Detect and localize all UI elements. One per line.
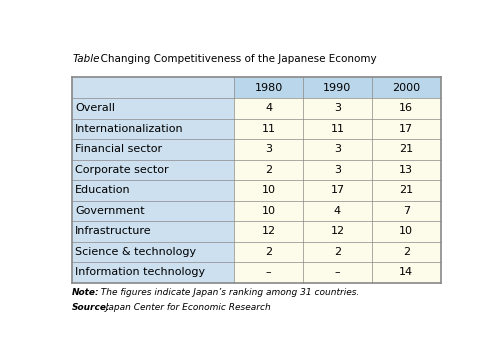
Text: Source:: Source: — [72, 303, 111, 312]
Text: Information technology: Information technology — [76, 267, 206, 277]
Bar — [372, 98, 440, 119]
Text: 10: 10 — [262, 206, 276, 216]
Text: 12: 12 — [330, 226, 344, 236]
Text: Overall: Overall — [76, 103, 116, 113]
Bar — [72, 119, 234, 139]
Bar — [234, 160, 303, 180]
Text: 2: 2 — [265, 247, 272, 257]
Text: 7: 7 — [402, 206, 410, 216]
Bar — [372, 262, 440, 283]
Text: 16: 16 — [400, 103, 413, 113]
Text: Financial sector: Financial sector — [76, 144, 162, 154]
Text: Table: Table — [72, 54, 100, 64]
Bar — [72, 98, 234, 119]
Text: Internationalization: Internationalization — [76, 124, 184, 134]
Bar — [72, 201, 234, 221]
Bar — [303, 139, 372, 160]
Text: The figures indicate Japan’s ranking among 31 countries.: The figures indicate Japan’s ranking amo… — [94, 289, 359, 298]
Bar — [303, 262, 372, 283]
Bar — [234, 180, 303, 201]
Text: 2: 2 — [265, 165, 272, 175]
Text: Government: Government — [76, 206, 145, 216]
Bar — [372, 139, 440, 160]
Text: 3: 3 — [334, 144, 341, 154]
Bar — [372, 160, 440, 180]
Bar — [234, 201, 303, 221]
Bar — [372, 78, 440, 98]
Bar — [234, 242, 303, 262]
Text: Infrastructure: Infrastructure — [76, 226, 152, 236]
Text: 11: 11 — [330, 124, 344, 134]
Bar — [372, 221, 440, 242]
Text: 10: 10 — [400, 226, 413, 236]
Bar — [72, 78, 234, 98]
Text: 21: 21 — [399, 185, 413, 195]
Bar — [234, 78, 303, 98]
Text: 12: 12 — [262, 226, 276, 236]
Text: 2: 2 — [334, 247, 341, 257]
Text: 3: 3 — [334, 165, 341, 175]
Bar — [372, 119, 440, 139]
Text: 3: 3 — [334, 103, 341, 113]
Text: Japan Center for Economic Research: Japan Center for Economic Research — [100, 303, 271, 312]
Text: 17: 17 — [399, 124, 413, 134]
Text: Note:: Note: — [72, 289, 100, 298]
Text: 2: 2 — [402, 247, 410, 257]
Text: 2000: 2000 — [392, 83, 420, 93]
Bar — [234, 139, 303, 160]
Bar — [234, 98, 303, 119]
Bar — [234, 119, 303, 139]
Bar — [303, 78, 372, 98]
Bar — [372, 242, 440, 262]
Text: –: – — [266, 267, 272, 277]
Text: 3: 3 — [265, 144, 272, 154]
Text: 21: 21 — [399, 144, 413, 154]
Text: Education: Education — [76, 185, 131, 195]
Text: 4: 4 — [334, 206, 341, 216]
Text: –: – — [334, 267, 340, 277]
Bar — [303, 98, 372, 119]
Bar — [303, 201, 372, 221]
Text: Corporate sector: Corporate sector — [76, 165, 169, 175]
Text: Changing Competitiveness of the Japanese Economy: Changing Competitiveness of the Japanese… — [94, 54, 377, 64]
Text: 17: 17 — [330, 185, 344, 195]
Bar — [72, 262, 234, 283]
Text: 14: 14 — [399, 267, 413, 277]
Text: 4: 4 — [265, 103, 272, 113]
Bar — [372, 201, 440, 221]
Text: 10: 10 — [262, 185, 276, 195]
Bar — [72, 180, 234, 201]
Bar — [72, 139, 234, 160]
Text: 1990: 1990 — [324, 83, 351, 93]
Bar — [303, 221, 372, 242]
Bar — [303, 242, 372, 262]
Text: 1980: 1980 — [254, 83, 282, 93]
Text: 11: 11 — [262, 124, 276, 134]
Bar — [303, 160, 372, 180]
Text: Science & technology: Science & technology — [76, 247, 196, 257]
Bar — [72, 160, 234, 180]
Bar — [303, 119, 372, 139]
Bar — [234, 221, 303, 242]
Bar — [72, 242, 234, 262]
Bar — [303, 180, 372, 201]
Bar — [72, 221, 234, 242]
Bar — [372, 180, 440, 201]
Text: 13: 13 — [400, 165, 413, 175]
Bar — [234, 262, 303, 283]
